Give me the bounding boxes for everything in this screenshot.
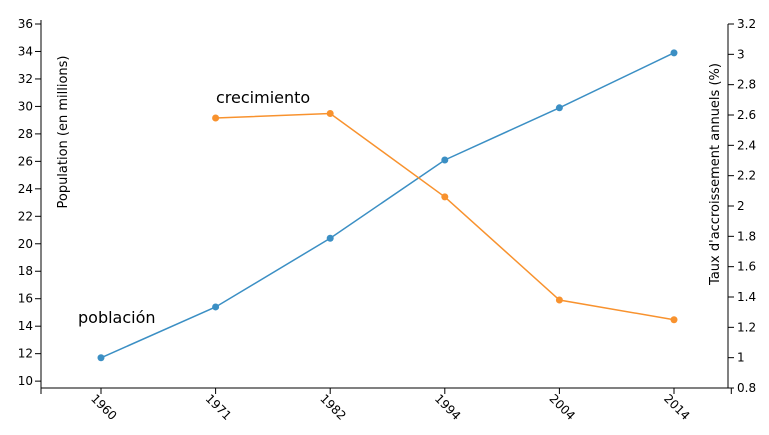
y-left-tick-label: 16 — [18, 292, 33, 306]
y-left-tick-label: 10 — [18, 374, 33, 388]
data-point-1 — [326, 109, 334, 117]
crecimiento-annotation: crecimiento — [216, 88, 310, 107]
y-axis-right-label: Taux d'accroissement annuels (%) — [708, 63, 723, 286]
y-left-tick-label: 32 — [18, 72, 33, 86]
y-left-tick-label: 12 — [18, 347, 33, 361]
data-point-0 — [441, 156, 449, 164]
series-line-0 — [100, 52, 675, 359]
y-left-tick-label: 18 — [18, 264, 33, 278]
y-right-tick-label: 2.4 — [737, 138, 756, 152]
x-tick-label: 2004 — [546, 391, 577, 422]
data-point-0 — [326, 234, 334, 242]
data-point-1 — [212, 114, 220, 122]
data-point-0 — [212, 303, 220, 311]
y-left-tick-label: 14 — [18, 319, 33, 333]
y-left-tick-label: 34 — [18, 44, 33, 58]
data-point-0 — [555, 104, 563, 112]
y-right-tick-label: 1.2 — [737, 320, 756, 334]
y-right-tick-label: 3 — [737, 47, 745, 61]
data-point-0 — [670, 49, 678, 57]
y-right-tick-label: 1 — [737, 351, 745, 365]
y-right-tick-label: 0.8 — [737, 381, 756, 395]
data-point-1 — [670, 316, 678, 324]
y-right-tick-label: 1.8 — [737, 229, 756, 243]
y-left-tick-label: 20 — [18, 237, 33, 251]
data-point-1 — [441, 193, 449, 201]
y-left-tick-label: 24 — [18, 182, 33, 196]
series-line-1 — [215, 112, 675, 321]
y-right-tick-label: 1.4 — [737, 290, 756, 304]
y-axis-left-label: Population (en millions) — [56, 55, 71, 208]
x-tick-label: 1994 — [432, 391, 463, 422]
poblacion-annotation: población — [78, 308, 156, 327]
y-left-tick-label: 28 — [18, 127, 33, 141]
x-tick-label: 1960 — [88, 391, 119, 422]
y-left-tick-label: 26 — [18, 154, 33, 168]
y-right-tick-label: 3.2 — [737, 17, 756, 31]
y-right-tick-label: 2.8 — [737, 78, 756, 92]
x-tick-label: 2014 — [661, 391, 692, 422]
y-right-tick-label: 2 — [737, 199, 745, 213]
y-left-tick-label: 36 — [18, 17, 33, 31]
y-right-tick-label: 2.2 — [737, 169, 756, 183]
y-right-tick-label: 1.6 — [737, 260, 756, 274]
data-point-1 — [555, 296, 563, 304]
x-tick-label: 1982 — [317, 391, 348, 422]
y-left-tick-label: 22 — [18, 209, 33, 223]
y-right-tick-label: 2.6 — [737, 108, 756, 122]
y-left-tick-label: 30 — [18, 99, 33, 113]
data-point-0 — [97, 354, 105, 362]
x-tick-label: 1971 — [203, 391, 234, 422]
